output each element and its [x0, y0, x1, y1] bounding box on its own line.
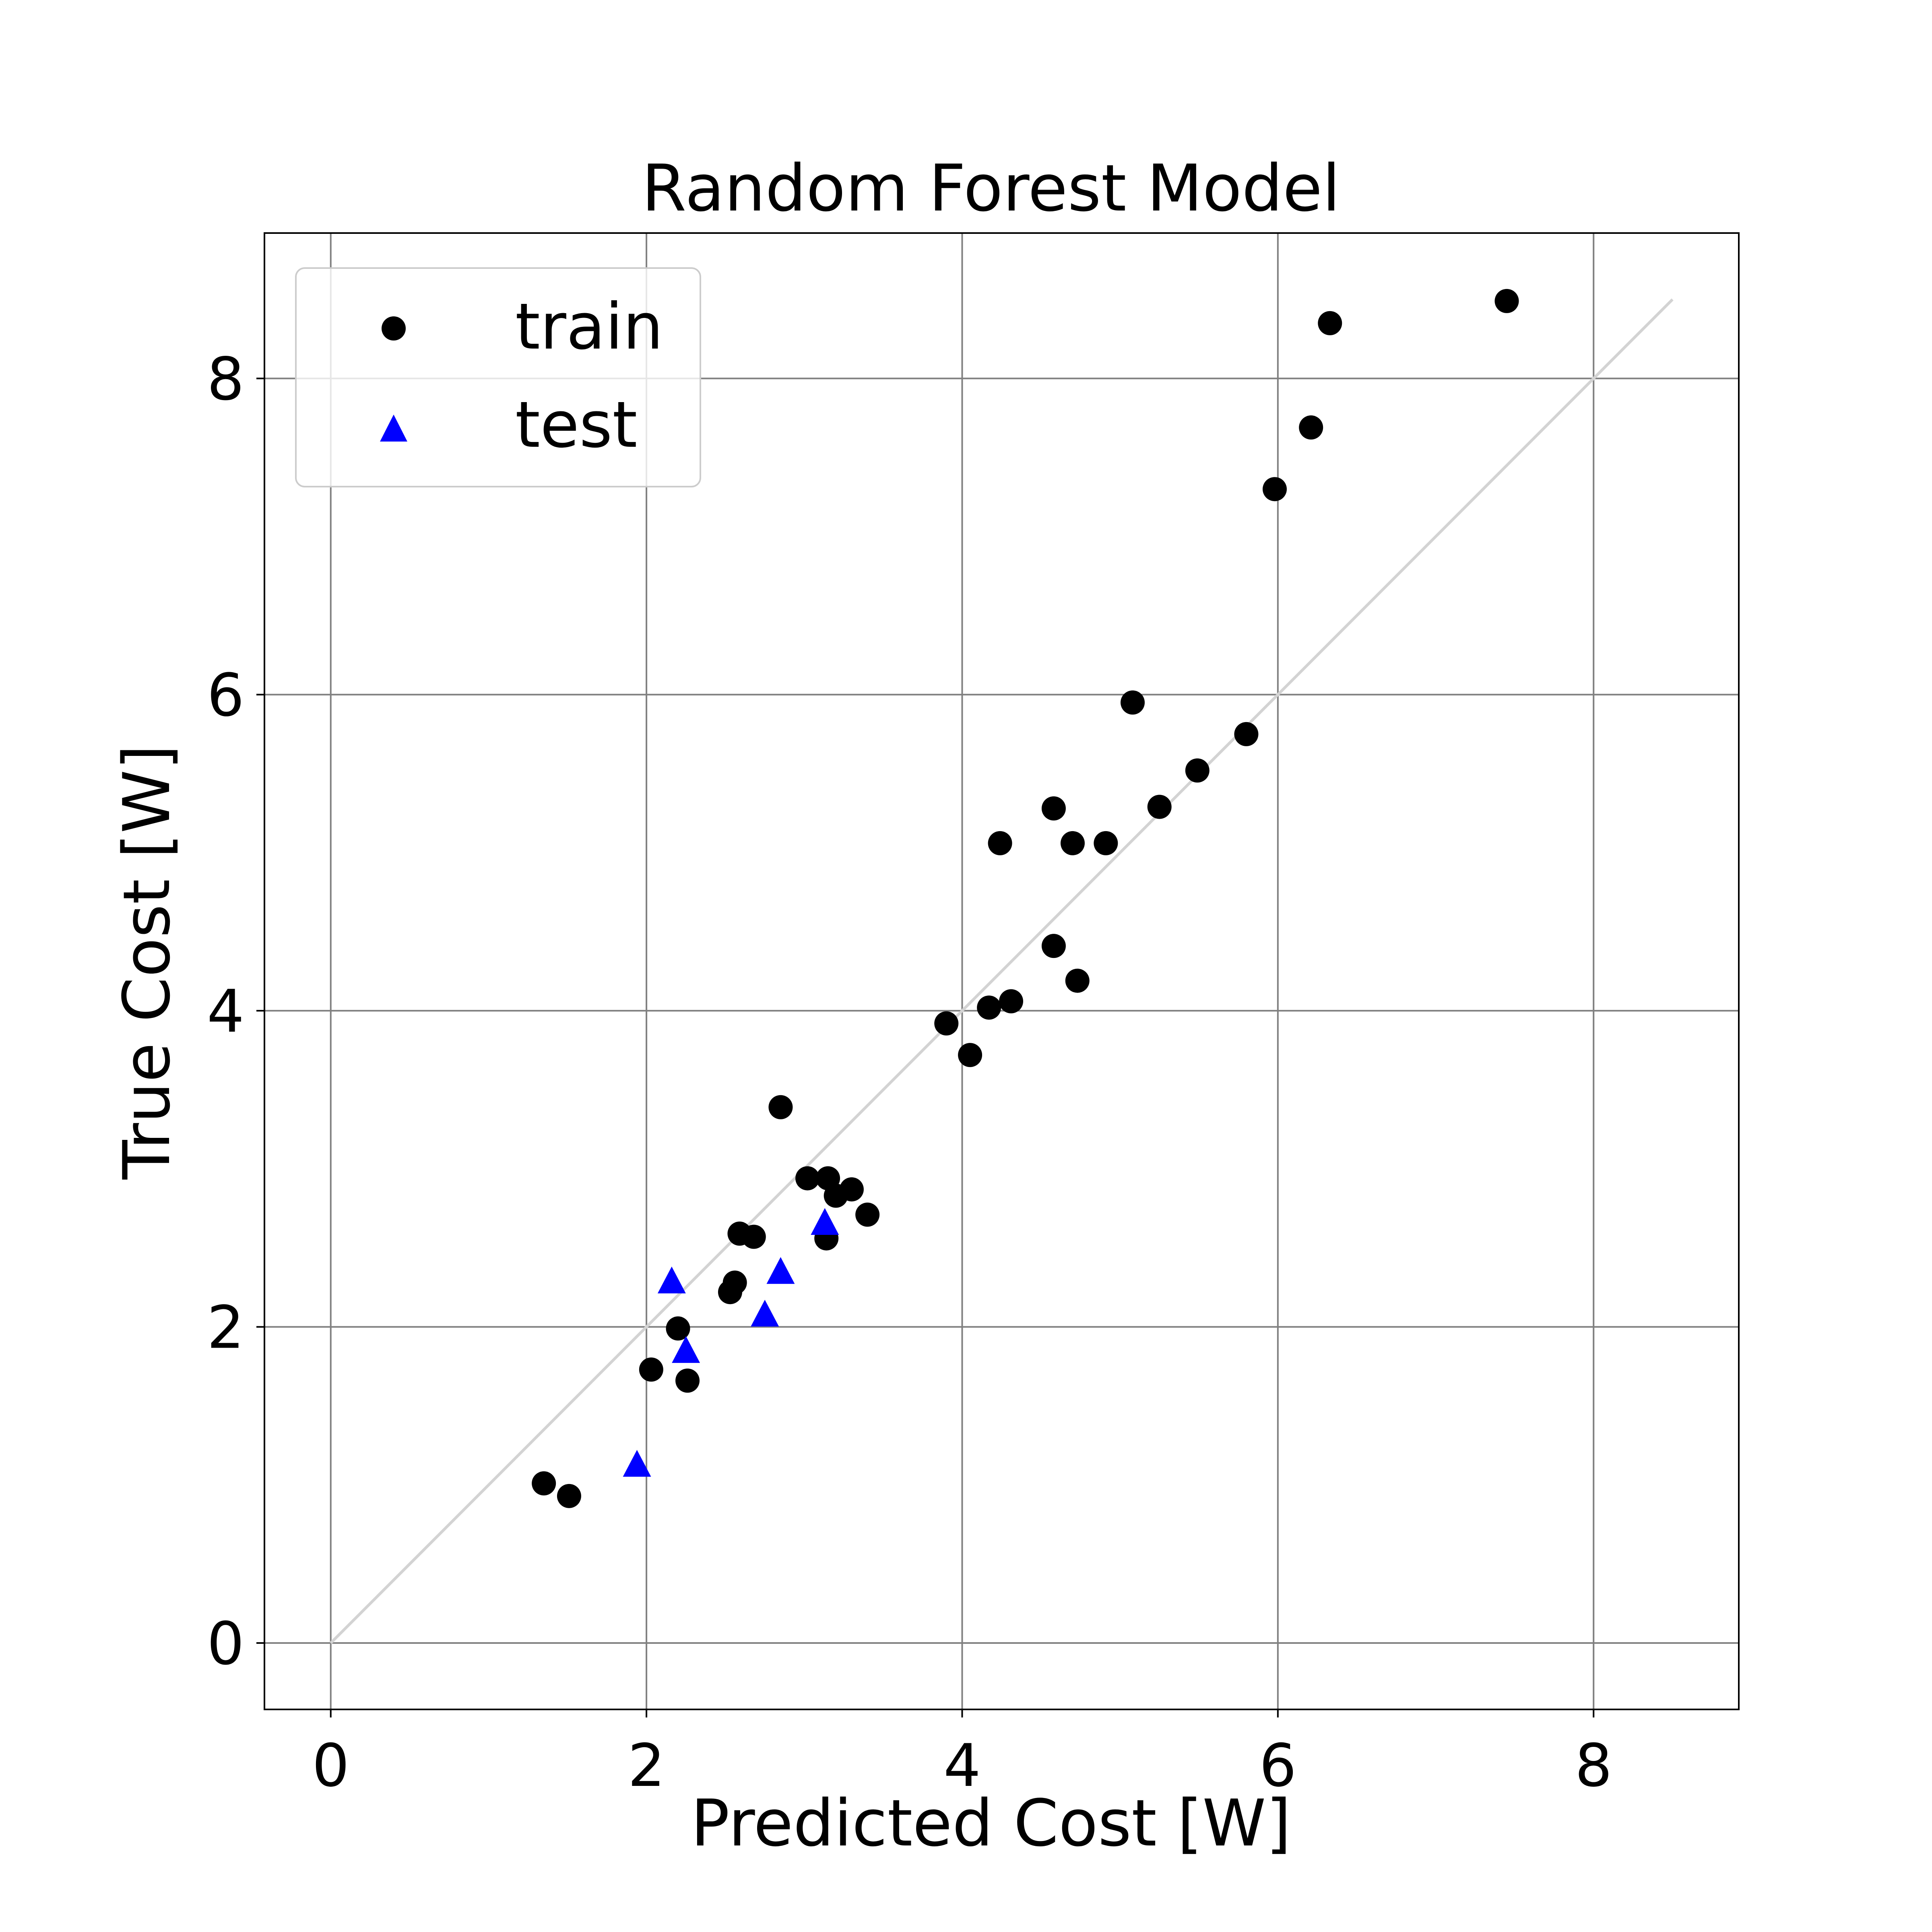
- train-point: [855, 1202, 880, 1227]
- x-axis-label: Predicted Cost [W]: [691, 1785, 1291, 1861]
- train-point: [977, 995, 1001, 1020]
- train-point: [675, 1368, 700, 1393]
- train-point: [1185, 758, 1210, 783]
- train-point: [999, 989, 1024, 1013]
- train-point: [1147, 795, 1172, 819]
- x-tick-label: 8: [1575, 1732, 1612, 1800]
- y-tick-label: 6: [207, 661, 244, 730]
- x-tick-label: 2: [628, 1732, 665, 1800]
- train-point: [722, 1270, 747, 1295]
- plot-frame: [264, 232, 1740, 1710]
- train-point: [1121, 690, 1145, 715]
- y-tick-label: 0: [207, 1610, 244, 1678]
- train-point: [768, 1095, 793, 1119]
- test-point: [657, 1266, 686, 1294]
- train-point: [958, 1043, 983, 1067]
- data-points: [532, 289, 1519, 1508]
- test-point: [751, 1300, 779, 1327]
- chart-title: Random Forest Model: [642, 151, 1340, 226]
- legend-test-marker: [380, 415, 407, 442]
- train-point: [1094, 831, 1118, 855]
- train-point: [1060, 831, 1085, 855]
- legend: train test: [295, 267, 701, 487]
- train-point: [666, 1316, 690, 1341]
- train-point: [1234, 722, 1259, 746]
- test-point: [623, 1450, 651, 1477]
- y-axis-label: True Cost [W]: [109, 745, 184, 1180]
- train-point: [557, 1484, 581, 1508]
- y-tick-label: 2: [207, 1294, 244, 1362]
- legend-train-marker: [382, 316, 406, 341]
- x-tick-label: 0: [312, 1732, 349, 1800]
- train-point: [639, 1357, 663, 1382]
- x-tick-label: 4: [943, 1732, 981, 1800]
- train-point: [839, 1177, 864, 1201]
- axis-ticks: 0 2 4 6 8 0 2 4 6 8: [207, 345, 1612, 1800]
- legend-test-label: test: [515, 388, 637, 462]
- train-point: [1041, 934, 1066, 958]
- train-point: [934, 1011, 959, 1036]
- train-point: [1318, 311, 1342, 335]
- y-tick-label: 8: [207, 345, 244, 413]
- test-point: [766, 1257, 795, 1284]
- train-point: [1262, 477, 1287, 502]
- train-point: [1494, 289, 1519, 313]
- test-point: [672, 1336, 700, 1363]
- legend-train-label: train: [515, 290, 663, 364]
- x-tick-label: 6: [1259, 1732, 1296, 1800]
- train-point: [1299, 415, 1323, 440]
- reference-line: [330, 298, 1674, 1644]
- test-point: [811, 1208, 839, 1235]
- y-tick-label: 4: [207, 977, 244, 1046]
- train-point: [795, 1166, 820, 1191]
- train-point: [1065, 968, 1090, 993]
- train-point: [988, 831, 1012, 855]
- train-point: [532, 1471, 556, 1496]
- train-point: [1041, 796, 1066, 821]
- train-point: [741, 1224, 766, 1249]
